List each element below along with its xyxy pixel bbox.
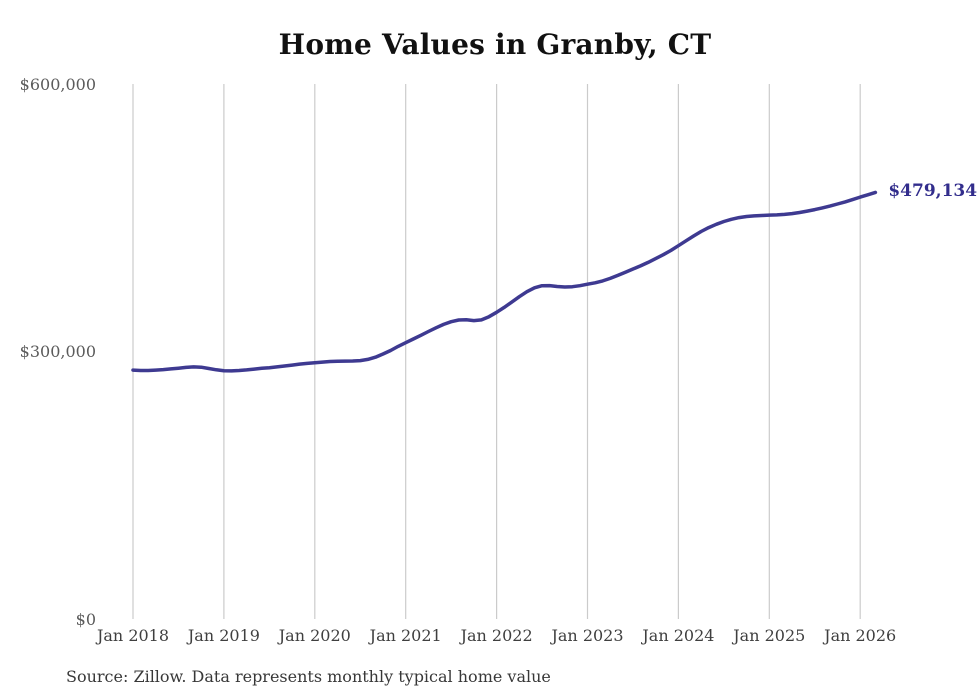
x-tick-label: Jan 2025 [733, 626, 806, 645]
x-tick-label: Jan 2018 [96, 626, 170, 645]
x-tick-label: Jan 2020 [278, 626, 351, 645]
x-tick-label: Jan 2019 [187, 626, 260, 645]
x-tick-label: Jan 2023 [551, 626, 624, 645]
x-tick-label: Jan 2022 [460, 626, 533, 645]
latest-value-label: $479,134 [888, 181, 978, 202]
y-tick-label: $600,000 [19, 74, 96, 94]
y-tick-label: $300,000 [19, 342, 96, 362]
year-gridlines [132, 84, 861, 619]
y-tick-label: $0 [75, 610, 96, 629]
x-tick-label: Jan 2021 [369, 626, 442, 645]
x-tick-label: Jan 2024 [642, 626, 715, 645]
source-note: Source: Zillow. Data represents monthly … [66, 667, 551, 686]
value-line [131, 190, 878, 373]
x-tick-label: Jan 2026 [824, 626, 897, 645]
chart-title: Home Values in Granby, CT [278, 28, 712, 61]
